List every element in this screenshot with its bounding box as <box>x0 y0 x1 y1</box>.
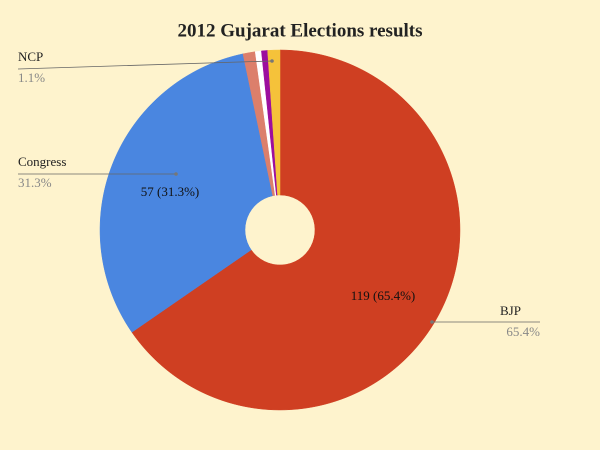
slice-label: BJP <box>500 303 521 318</box>
slice-percent: 65.4% <box>506 324 540 339</box>
pie-slice <box>99 53 274 333</box>
pie-slice <box>131 49 461 411</box>
data-label: 119 (65.4%) <box>351 288 416 303</box>
leader-dot <box>270 59 274 63</box>
pie-slice <box>267 49 281 196</box>
chart-title: 2012 Gujarat Elections results <box>177 20 422 41</box>
slice-label: NCP <box>18 49 43 64</box>
leader-dot <box>430 320 434 324</box>
leader-line <box>17 60 273 70</box>
slice-percent: 1.1% <box>18 70 45 85</box>
slice-percent: 31.3% <box>18 175 52 190</box>
slice-label: Congress <box>18 154 66 169</box>
leader-dot <box>174 172 178 176</box>
data-label: 57 (31.3%) <box>141 184 200 199</box>
